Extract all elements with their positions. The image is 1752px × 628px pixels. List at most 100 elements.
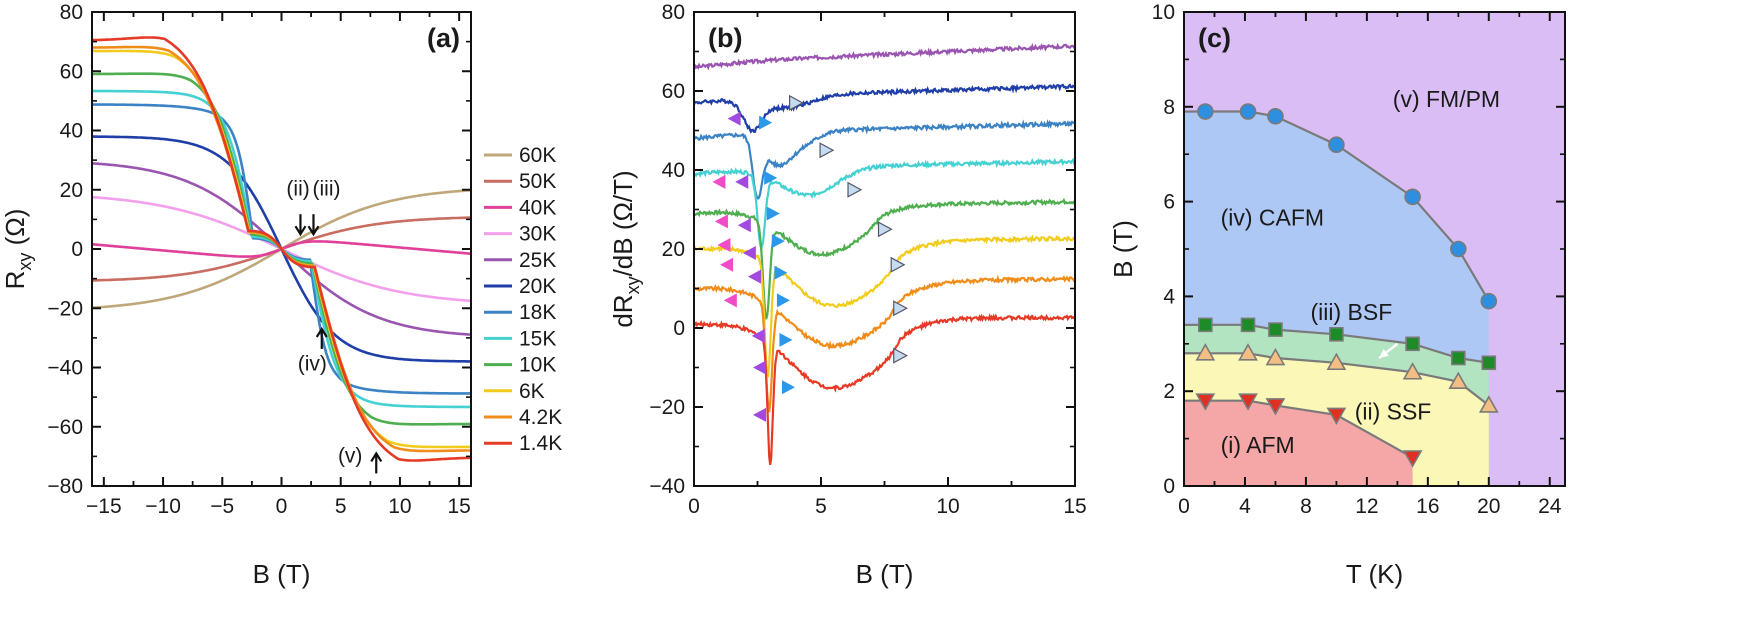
panel-a-annotations: (ii) (iii) (iv) (v) <box>286 178 383 474</box>
b-ytick-label: −20 <box>649 396 685 419</box>
point-circle-1 <box>1239 103 1257 120</box>
panel-b: 0 5 10 15 −40 −20 0 20 40 60 80 (b) B (T) dRxy/dB … <box>608 1 1087 589</box>
point-triangle-up-2 <box>1265 347 1286 366</box>
marker-b-2-1 <box>764 170 778 185</box>
panel-b-y-axis-label: dRxy/dB (Ω/T) <box>608 170 643 327</box>
point-square-2 <box>1268 322 1283 337</box>
panel-c-label: (c) <box>1198 23 1231 53</box>
marker-b-3-0 <box>789 94 804 111</box>
marker-b-1-3 <box>742 245 756 260</box>
b-xtick-label: 10 <box>936 495 959 518</box>
c-xtick-label: 12 <box>1355 495 1378 518</box>
region-afm <box>1184 400 1413 486</box>
region-label-1: (iv) CAFM <box>1221 204 1324 230</box>
point-circle-5 <box>1450 240 1467 258</box>
marker-b-3-3 <box>877 221 893 238</box>
b-xtick-label: 0 <box>688 495 700 518</box>
point-triangle-down-0 <box>1195 393 1216 411</box>
region-label-2: (iii) BSF <box>1310 299 1392 325</box>
curve-b-20K <box>692 83 1076 134</box>
curve-b-25K <box>692 42 1076 71</box>
c-ytick-label: 10 <box>1152 1 1175 24</box>
marker-b-3-6 <box>893 347 909 364</box>
legend-label-60K: 60K <box>519 144 556 167</box>
legend-label-25K: 25K <box>519 249 556 272</box>
marker-b-2-3 <box>771 234 785 249</box>
a-ytick-label: 0 <box>71 238 83 261</box>
point-square-3 <box>1329 327 1344 342</box>
c-ytick-label: 6 <box>1163 191 1175 214</box>
c-xtick-label: 4 <box>1239 495 1251 518</box>
c-ytick-label: 4 <box>1163 285 1175 308</box>
point-triangle-down-2 <box>1265 398 1286 416</box>
a-ytick-label: −60 <box>47 416 83 439</box>
panel-b-x-axis-label: B (T) <box>856 559 914 589</box>
c-ytick-label: 0 <box>1163 475 1175 498</box>
panel-c-bsf-arrow <box>1378 342 1399 359</box>
point-triangle-down-4 <box>1402 450 1423 468</box>
panel-b-ylabel-unit: /dB (Ω/T) <box>608 170 638 276</box>
c-xtick-label: 0 <box>1178 495 1190 518</box>
point-circle-3 <box>1328 136 1345 154</box>
marker-b-2-6 <box>779 332 793 347</box>
a-xtick-label: −10 <box>145 495 181 518</box>
marker-b-0-3 <box>720 257 734 272</box>
c-xtick-label: 8 <box>1300 495 1312 518</box>
panel-c-y-axis-label: B (T) <box>1108 220 1138 278</box>
point-triangle-down-3 <box>1326 407 1347 426</box>
marker-b-1-1 <box>735 174 749 189</box>
panel-a-legend: 60K 50K 40K 30K 25K 20K 18K 15K 10K 6K 4.2K 1.4K <box>484 144 562 455</box>
point-circle-4 <box>1404 188 1421 206</box>
point-triangle-up-3 <box>1326 352 1347 371</box>
marker-b-3-1 <box>819 142 835 159</box>
point-triangle-down-1 <box>1238 393 1258 411</box>
marker-b-1-6 <box>753 360 767 375</box>
point-triangle-up-4 <box>1402 362 1423 380</box>
annotation-a-arrow-head <box>307 225 320 237</box>
point-circle-0 <box>1197 103 1214 120</box>
marker-b-3-5 <box>893 300 909 317</box>
region-label-3: (ii) SSF <box>1355 399 1432 425</box>
marker-b-1-2 <box>737 218 751 233</box>
point-triangle-up-6 <box>1478 395 1499 413</box>
panel-a-x-axis-label: B (T) <box>253 559 311 589</box>
legend-label-30K: 30K <box>519 223 556 246</box>
curve-b-6K <box>693 234 1076 378</box>
marker-b-1-4 <box>747 269 761 284</box>
a-ytick-label: 60 <box>60 60 83 83</box>
a-xtick-label: 10 <box>388 495 411 518</box>
b-ytick-label: 80 <box>662 1 685 24</box>
point-circle-2 <box>1267 107 1284 125</box>
marker-b-0-4 <box>723 293 737 308</box>
panel-b-ylabel-sub: xy <box>623 276 643 294</box>
a-xtick-label: 5 <box>335 495 347 518</box>
panel-a-ylabel-main: R <box>0 271 30 290</box>
a-ytick-label: −80 <box>47 475 83 498</box>
a-xtick-label: 0 <box>276 495 288 518</box>
panel-a-label: (a) <box>427 23 460 53</box>
legend-label-20K: 20K <box>519 275 556 298</box>
marker-b-2-4 <box>774 265 788 280</box>
panel-b-markers <box>712 94 909 422</box>
c-ytick-label: 8 <box>1163 96 1175 119</box>
a-ytick-label: −40 <box>47 357 83 380</box>
bsf-arrow-head <box>1379 349 1389 359</box>
point-circle-6 <box>1480 292 1498 310</box>
marker-b-0-2 <box>717 238 731 253</box>
legend-label-40K: 40K <box>519 196 556 219</box>
b-ytick-label: 40 <box>662 159 685 182</box>
marker-b-1-7 <box>753 407 767 422</box>
marker-b-0-0 <box>712 174 726 189</box>
point-square-1 <box>1240 317 1256 333</box>
a-ytick-label: 40 <box>60 120 83 143</box>
annotation-a-arrow-head <box>315 326 328 338</box>
c-xtick-label: 24 <box>1538 495 1562 518</box>
legend-label-15K: 15K <box>519 327 556 350</box>
a-xtick-label: 15 <box>447 495 470 518</box>
annotation-a-0: (ii) <box>286 178 309 201</box>
marker-b-2-0 <box>759 115 773 130</box>
a-ytick-label: 80 <box>60 1 83 24</box>
panel-b-ylabel-main: dR <box>608 294 638 327</box>
point-square-4 <box>1405 336 1420 352</box>
legend-label-6K: 6K <box>519 380 545 403</box>
